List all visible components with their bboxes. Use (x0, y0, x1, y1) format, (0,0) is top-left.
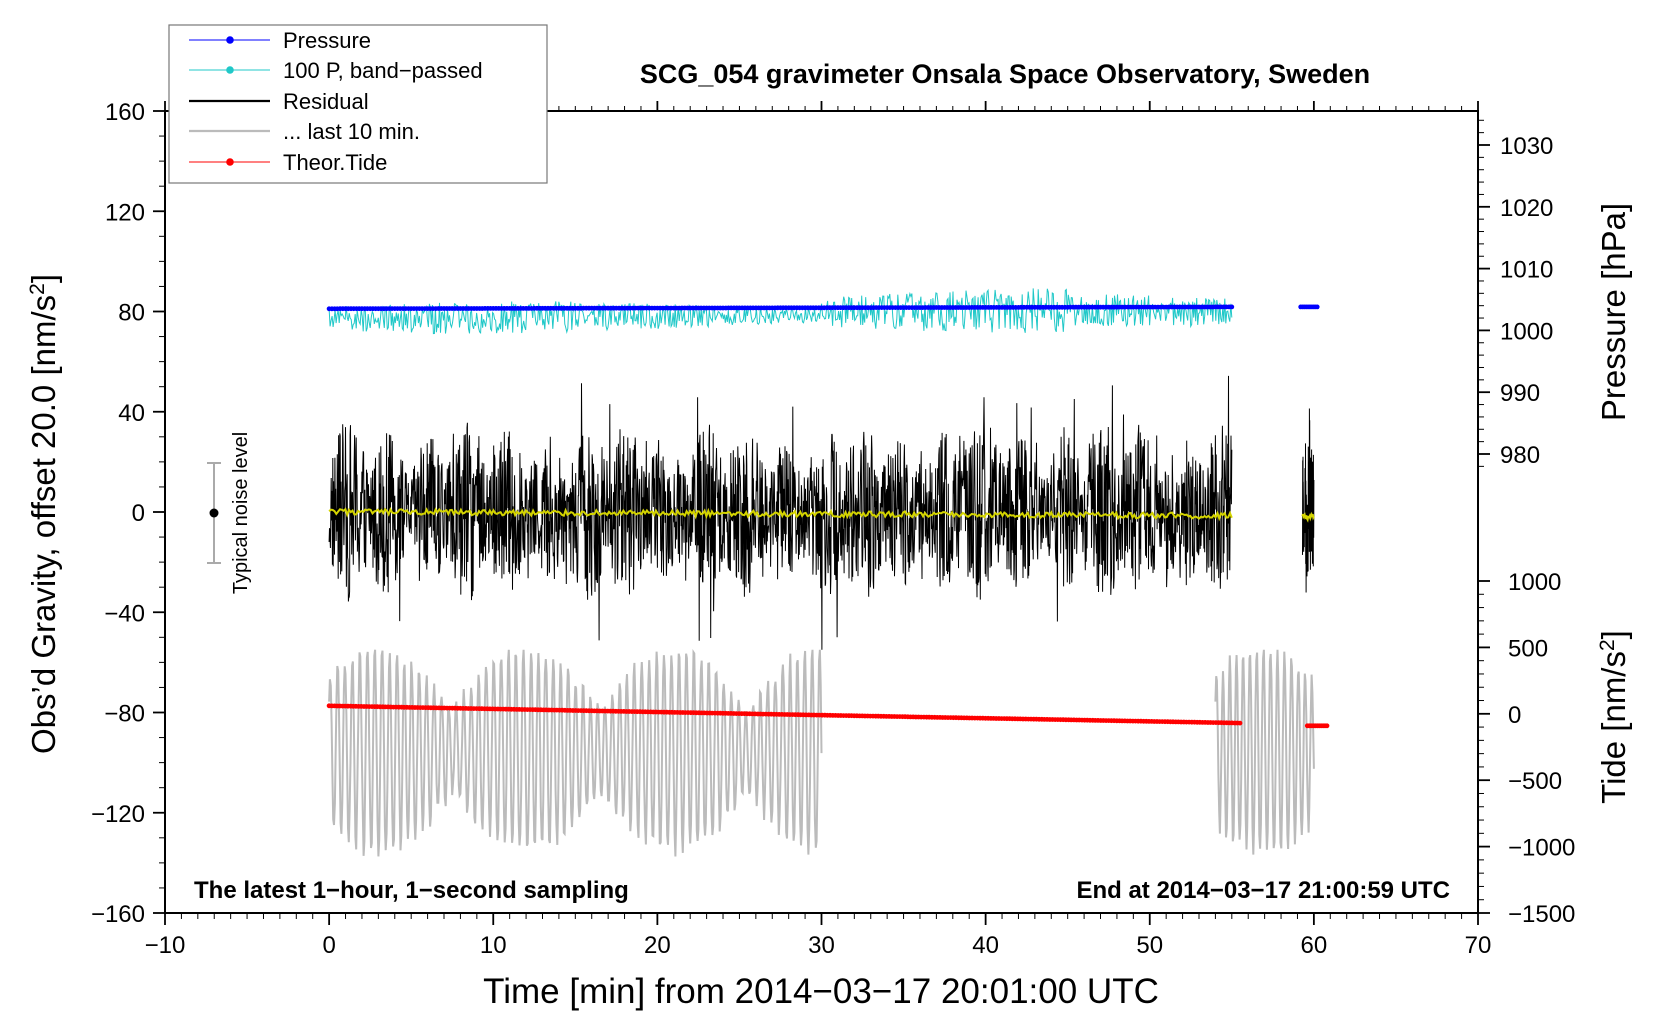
legend-label-residual: Residual (283, 89, 369, 114)
pressure-tick-label: 1010 (1500, 257, 1553, 284)
x-tick-label: 30 (808, 932, 835, 959)
y-tick-label: 0 (132, 500, 145, 527)
x-tick-label: 60 (1301, 932, 1328, 959)
theoretical-tide-series (326, 703, 1330, 729)
legend-marker-pressure (226, 36, 234, 44)
pressure-tick-label: 1030 (1500, 133, 1553, 160)
pressure-tick-label: 980 (1500, 442, 1540, 469)
sampling-annotation: The latest 1−hour, 1−second sampling (194, 877, 629, 904)
legend-item-residual: Residual (189, 89, 369, 114)
y-tick-label: −120 (91, 801, 145, 828)
x-tick-label: 40 (972, 932, 999, 959)
y-tick-label: −160 (91, 901, 145, 928)
last-10-min-line (1214, 649, 1315, 855)
last-10-min-line (328, 648, 823, 857)
residual-smoothed-line (328, 507, 1233, 522)
legend: Pressure 100 P, band−passed Residual ...… (168, 24, 548, 184)
tide-tick-label: 0 (1508, 702, 1521, 729)
x-tick-label: 50 (1136, 932, 1163, 959)
tide-tick-label: −1500 (1508, 901, 1575, 928)
legend-marker-theor-tide (226, 158, 234, 166)
residual-line (1301, 408, 1315, 593)
x-tick-label: 10 (480, 932, 507, 959)
band-passed-line (328, 288, 1233, 335)
noise-bar-center-dot (209, 508, 219, 518)
residual-smoothed-series (328, 507, 1315, 523)
legend-label-band-passed: 100 P, band−passed (283, 58, 483, 83)
legend-label-pressure: Pressure (283, 28, 371, 53)
pressure-point (1314, 304, 1320, 310)
y-tick-label: 40 (118, 400, 145, 427)
x-axis-label: Time [min] from 2014−03−17 20:01:00 UTC (483, 972, 1159, 1011)
legend-box (168, 24, 548, 184)
pressure-tick-label: 1000 (1500, 318, 1553, 345)
typical-noise-bar (207, 462, 221, 564)
x-tick-label: 20 (644, 932, 671, 959)
last-10-min-series (328, 648, 1315, 857)
chart-title: SCG_054 gravimeter Onsala Space Observat… (640, 59, 1370, 89)
tide-axis-label-sup: 2 (1596, 639, 1619, 651)
x-tick-label: 0 (322, 932, 335, 959)
pressure-tick-label: 1020 (1500, 195, 1553, 222)
residual-line (328, 375, 1233, 650)
y-tick-label: 120 (105, 199, 145, 226)
y-tick-label: 80 (118, 300, 145, 327)
legend-item-pressure: Pressure (189, 28, 371, 53)
end-time-annotation: End at 2014−03−17 21:00:59 UTC (1076, 877, 1450, 904)
typical-noise-label: Typical noise level (230, 432, 252, 594)
tide-axis-label: Tide [nm/s2] (1595, 630, 1632, 804)
pressure-point (1229, 304, 1235, 310)
x-tick-label: 70 (1465, 932, 1492, 959)
x-axis-ticks: −10 0 10 20 30 40 50 60 70 (145, 101, 1492, 959)
legend-label-theor-tide: Theor.Tide (283, 150, 387, 175)
pressure-axis-label: Pressure [hPa] (1595, 203, 1632, 421)
tide-tick-label: −1000 (1508, 835, 1575, 862)
pressure-tick-label: 990 (1500, 380, 1540, 407)
y-tick-label: −80 (104, 701, 145, 728)
legend-label-last-10-min: ... last 10 min. (283, 119, 420, 144)
tide-tick-label: −500 (1508, 768, 1562, 795)
legend-item-last-10-min: ... last 10 min. (189, 119, 420, 144)
tide-axis-ticks: 1000 500 0 −500 −1000 −1500 (1478, 569, 1575, 928)
pressure-axis-ticks: 1030 1020 1010 1000 990 980 (1477, 111, 1553, 913)
y-axis-ticks: 160 120 80 40 0 −40 −80 −120 −160 (91, 99, 165, 928)
tide-tick-label: 500 (1508, 635, 1548, 662)
y-tick-label: −40 (104, 600, 145, 627)
tide-tick-label: 1000 (1508, 569, 1561, 596)
y-tick-label: 160 (105, 99, 145, 126)
legend-item-theor-tide: Theor.Tide (189, 150, 387, 175)
tide-point (1324, 723, 1330, 729)
x-tick-label: −10 (145, 932, 186, 959)
residual-series (328, 375, 1315, 650)
legend-item-band-passed: 100 P, band−passed (189, 58, 483, 83)
pressure-series (326, 304, 1320, 312)
residual-smoothed-line (1301, 511, 1315, 523)
y-axis-label-sup: 2 (26, 283, 49, 295)
tide-point (1237, 720, 1243, 726)
legend-marker-band-passed (226, 66, 234, 74)
band-passed-pressure-series (328, 288, 1233, 335)
y-axis-label: Obs’d Gravity, offset 20.0 [nm/s2] (25, 274, 62, 754)
